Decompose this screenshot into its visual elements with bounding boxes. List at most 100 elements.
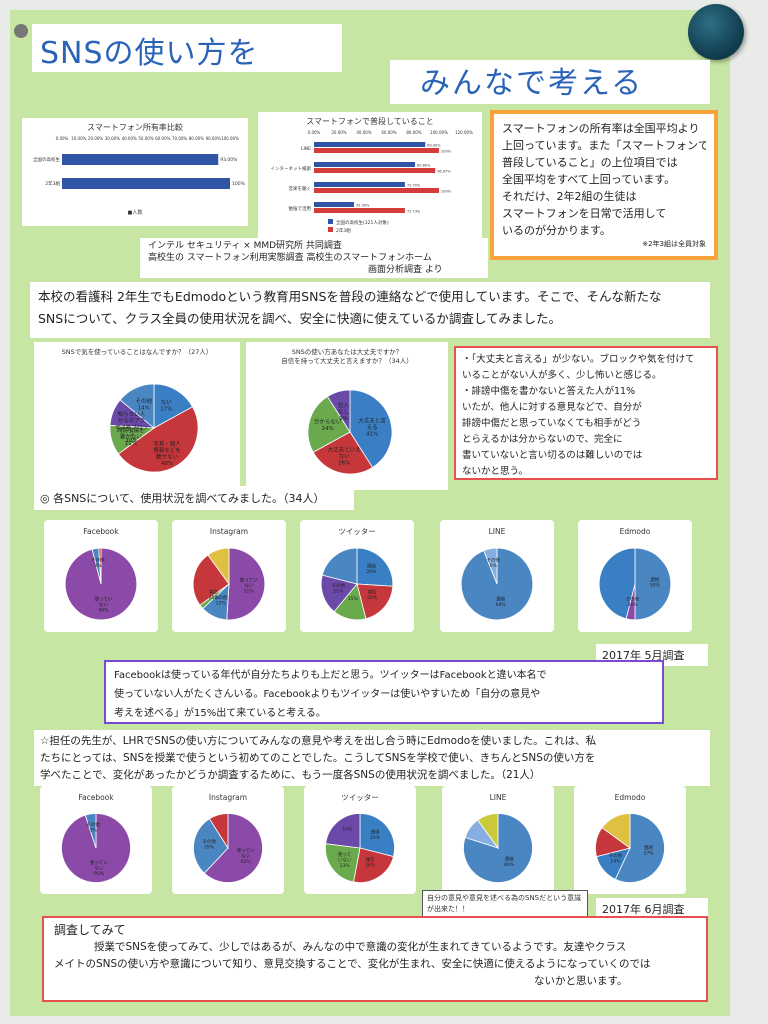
pie-slice <box>634 547 672 621</box>
pie-label: 連絡 <box>371 828 380 835</box>
tick-label: 50.00% <box>138 136 153 141</box>
tick-label: 0.00% <box>56 136 69 141</box>
sns-pie-card: Instagram 使ってい ない 62% その他 29% <box>172 786 284 894</box>
data-label: 32.00% <box>356 204 370 208</box>
page-title-line2: みんなで考える <box>420 66 644 101</box>
pie-label: 使ってい <box>95 596 113 603</box>
pie-label: 大丈夫といえ <box>328 445 361 453</box>
pie-label: 報告 <box>366 856 375 863</box>
pie-label: 連絡 <box>505 855 514 862</box>
pie-label: 14% <box>138 406 150 412</box>
pie-label: 11% <box>125 441 137 447</box>
pie-label: その他 <box>202 838 216 845</box>
red-note-line: いることがない人が多く、少し怖いと感じる。 <box>462 370 662 381</box>
red-note-line: いたが、他人に対する意見などで、自分が <box>462 402 642 413</box>
category-label: 2年3組 <box>45 180 60 187</box>
pie-label: 連絡 <box>650 576 659 583</box>
pie-label: 情報などを <box>153 446 181 454</box>
red-note-line: ・「大丈夫と言える」が少ない。ブロックや気を付けて <box>462 354 695 365</box>
pie-label: 62% <box>241 859 252 865</box>
pie-label: 連絡 <box>496 595 505 602</box>
chart-title: SNSで気を使っていることはなんですか？（27人） <box>62 347 213 356</box>
pie-label: ない <box>241 852 250 859</box>
pie-label: 使ってい <box>237 847 255 854</box>
bar <box>62 178 230 189</box>
pie-label: その他 <box>332 582 346 589</box>
bar <box>314 202 354 207</box>
pie-label: 15% <box>348 596 359 602</box>
survey2-text: ☆担任の先生が、LHRでSNSの使い方についてみんなの意見や考えを出し合う時にE… <box>34 730 710 786</box>
data-label: 72.70% <box>407 184 421 188</box>
chart-title: Instagram <box>210 527 248 536</box>
tick-label: 0.00% <box>308 130 321 135</box>
data-label: 100% <box>441 150 452 154</box>
pie-label: セスをブロッ <box>115 423 148 431</box>
red-note: ・「大丈夫と言える」が少ない。ブロックや気を付けて いることがない人が多く、少し怖… <box>454 346 718 480</box>
red-note-line: 誹謗中傷だと思っていなくても相手がどう <box>462 418 642 429</box>
pie-slice <box>84 813 97 849</box>
purple-note-line: Facebookは使っている年代が自分たちよりも上だと思う。ツイッターはFace… <box>114 670 547 681</box>
pie-label: 報告 <box>368 589 377 596</box>
pie-label: 46% <box>628 602 639 608</box>
chart-title: ツイッター <box>341 793 379 802</box>
red-note-line: 書いていないと言い切るのは難しいのでは <box>462 450 643 461</box>
legend-swatch <box>328 219 333 224</box>
pie-slice <box>117 406 199 473</box>
summary-line: ※2年3組は全員対象 <box>642 240 706 248</box>
pie-label: 94% <box>496 602 507 608</box>
pie-label: ない <box>244 582 253 589</box>
pie-label: 24% <box>365 863 376 869</box>
intro-block: 本校の看護科 2年生でもEdmodoという教育用SNSを普段の連絡などで使用して… <box>30 282 710 338</box>
ownership-bar-chart: スマートフォン所有率比較 0.00% 10.00% 20.00% 30.00% 40.00… <box>33 122 246 216</box>
page-title-line1: SNSの使い方を <box>40 36 259 71</box>
pie-card-caution: SNSで気を使っていることはなんですか？（27人） ない 17% 写真・個人 情報などを… <box>34 342 240 490</box>
survey2-lines: ☆担任の先生が、LHRでSNSの使い方についてみんなの意見や考えを出し合う時にE… <box>40 733 704 784</box>
chart-title: Instagram <box>209 793 247 802</box>
tick-label: 20.00% <box>331 130 346 135</box>
tick-label: 10.00% <box>71 136 86 141</box>
pie-label: 使ってい <box>90 859 108 866</box>
summary-line: スマートフォンの所有率は全国平均より <box>502 122 700 135</box>
pie-label: 96% <box>98 608 109 614</box>
pie-slice <box>325 843 361 883</box>
pie-label: 29% <box>204 845 215 851</box>
pie-label: その他 <box>135 397 152 405</box>
magnet-pin-icon <box>688 4 744 60</box>
sns-pie-card: ツイッター 連絡 29% 報告 24% 使って いない 23% 10% <box>304 786 416 894</box>
tick-label: 80.00% <box>406 130 421 135</box>
chart-title: 自信を持って大丈夫と言えますか？（34人） <box>281 356 412 365</box>
pie-label: える <box>367 424 378 431</box>
pie-slice <box>321 547 358 585</box>
chart-title: LINE <box>490 793 507 802</box>
pie-label: 記入 <box>338 401 350 409</box>
tick-label: 90.00% <box>206 136 221 141</box>
data-label: 93.00% <box>220 157 238 163</box>
pie-label: 載せない <box>156 452 179 460</box>
tick-label: 80.00% <box>189 136 204 141</box>
pie-label: ない <box>99 601 108 608</box>
pie-label: 14% <box>610 859 621 865</box>
category-label: 音楽を聴く <box>289 185 312 192</box>
pie-label: ない <box>339 453 351 460</box>
category-label: LINE <box>301 146 311 152</box>
tick-label: 30.00% <box>105 136 120 141</box>
pie-slice <box>193 818 229 874</box>
survey2-date: 2017年 6月調査 <box>596 898 708 920</box>
bar <box>314 188 439 193</box>
pie-slice <box>359 813 395 858</box>
pie-label: 10% <box>125 438 137 444</box>
pie-label: 48% <box>161 461 173 467</box>
legend-swatch <box>328 227 333 232</box>
pie-label: 分からない <box>314 417 342 425</box>
data-label: 100% <box>232 181 246 187</box>
summary-line: それだけ、2年2組の生徒は <box>502 190 637 203</box>
tick-label: 60.00% <box>155 136 170 141</box>
pie-label: その他 <box>609 852 623 859</box>
bar <box>314 182 405 187</box>
chart-title: SNSの使い方あなたは大丈夫ですか？ <box>292 347 403 356</box>
